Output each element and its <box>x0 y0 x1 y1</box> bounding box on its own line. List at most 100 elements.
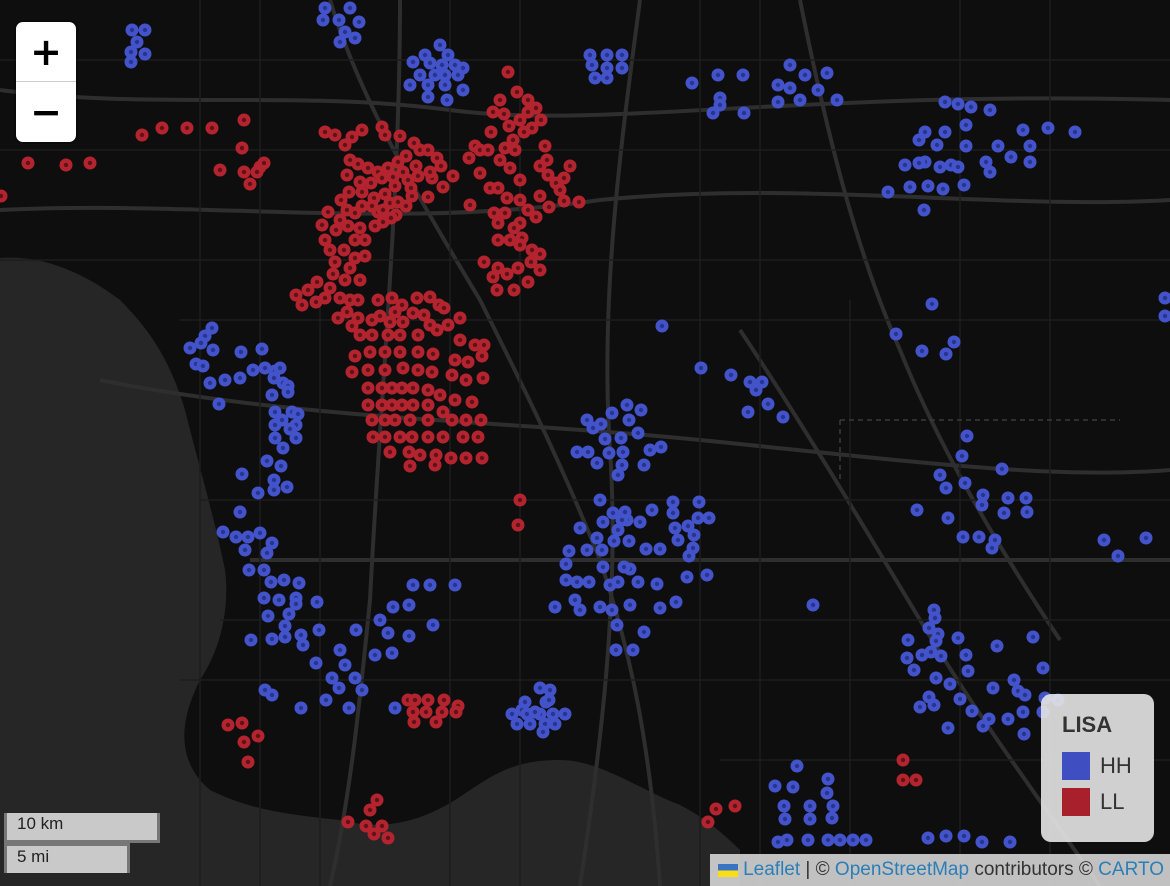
marker-center <box>374 797 380 803</box>
leaflet-link[interactable]: Leaflet <box>743 859 801 880</box>
marker-ll[interactable] <box>0 189 8 203</box>
marker-center <box>411 719 417 725</box>
marker-center <box>1162 295 1168 301</box>
marker-center <box>602 436 608 442</box>
marker-center <box>545 172 551 178</box>
marker-center <box>481 342 487 348</box>
marker-center <box>587 52 593 58</box>
marker-center <box>457 337 463 343</box>
marker-center <box>599 547 605 553</box>
marker-center <box>264 550 270 556</box>
zoom-in-button[interactable]: + <box>16 22 76 82</box>
marker-center <box>916 137 922 143</box>
openstreetmap-link[interactable]: OpenStreetMap <box>834 859 970 880</box>
marker-center <box>352 237 358 243</box>
marker-center <box>320 17 326 23</box>
marker-center <box>452 582 458 588</box>
ll-swatch <box>1062 788 1090 816</box>
marker-center <box>427 582 433 588</box>
marker-center <box>460 434 466 440</box>
legend-label-hh: HH <box>1100 753 1132 778</box>
marker-center <box>467 202 473 208</box>
marker-center <box>959 453 965 459</box>
marker-center <box>577 525 583 531</box>
marker-center <box>369 417 375 423</box>
marker-center <box>552 604 558 610</box>
marker-center <box>907 184 913 190</box>
zoom-out-button[interactable]: − <box>30 89 62 134</box>
marker-center <box>415 367 421 373</box>
marker-center <box>379 124 385 130</box>
marker-center <box>269 540 275 546</box>
marker-center <box>385 165 391 171</box>
marker-center <box>1024 509 1030 515</box>
marker-center <box>463 455 469 461</box>
marker-center <box>241 739 247 745</box>
marker-center <box>532 709 538 715</box>
marker-center <box>690 545 696 551</box>
marker-center <box>495 220 501 226</box>
marker-center <box>487 185 493 191</box>
marker-center <box>525 207 531 213</box>
marker-center <box>960 534 966 540</box>
marker-center <box>202 333 208 339</box>
marker-center <box>300 642 306 648</box>
marker-center <box>574 449 580 455</box>
marker-center <box>705 819 711 825</box>
marker-center <box>441 697 447 703</box>
marker-center <box>356 19 362 25</box>
marker-center <box>509 711 515 717</box>
marker-center <box>209 325 215 331</box>
marker-center <box>925 835 931 841</box>
marker-center <box>592 75 598 81</box>
marker-center <box>537 193 543 199</box>
marker-center <box>392 309 398 315</box>
marker-center <box>440 409 446 415</box>
marker-center <box>590 425 596 431</box>
marker-center <box>759 379 765 385</box>
marker-center <box>385 332 391 338</box>
marker-center <box>269 692 275 698</box>
marker-center <box>349 323 355 329</box>
marker-center <box>522 699 528 705</box>
marker-center <box>916 160 922 166</box>
marker-center <box>427 169 433 175</box>
marker-center <box>365 385 371 391</box>
marker-center <box>715 72 721 78</box>
marker-center <box>389 402 395 408</box>
marker-center <box>481 259 487 265</box>
marker-center <box>129 27 135 33</box>
marker-center <box>323 697 329 703</box>
marker-center <box>933 675 939 681</box>
marker-center <box>241 117 247 123</box>
marker-center <box>382 434 388 440</box>
marker-center <box>271 375 277 381</box>
marker-center <box>490 274 496 280</box>
marker-center <box>357 332 363 338</box>
marker-center <box>619 65 625 71</box>
zoom-control: + − <box>16 22 76 142</box>
marker-center <box>504 271 510 277</box>
marker-center <box>775 99 781 105</box>
marker-center <box>787 85 793 91</box>
marker-center <box>824 790 830 796</box>
marker-center <box>407 417 413 423</box>
marker-center <box>410 582 416 588</box>
carto-link[interactable]: CARTO <box>1098 859 1164 880</box>
marker-center <box>359 127 365 133</box>
marker-center <box>834 97 840 103</box>
marker-center <box>239 471 245 477</box>
marker-center <box>327 285 333 291</box>
marker-center <box>567 163 573 169</box>
marker-center <box>787 62 793 68</box>
ocean <box>0 257 740 886</box>
marker-center <box>525 97 531 103</box>
marker-center <box>345 819 351 825</box>
marker-center <box>371 195 377 201</box>
marker-center <box>322 5 328 11</box>
marker-center <box>521 129 527 135</box>
marker-center <box>926 694 932 700</box>
marker-center <box>502 210 508 216</box>
